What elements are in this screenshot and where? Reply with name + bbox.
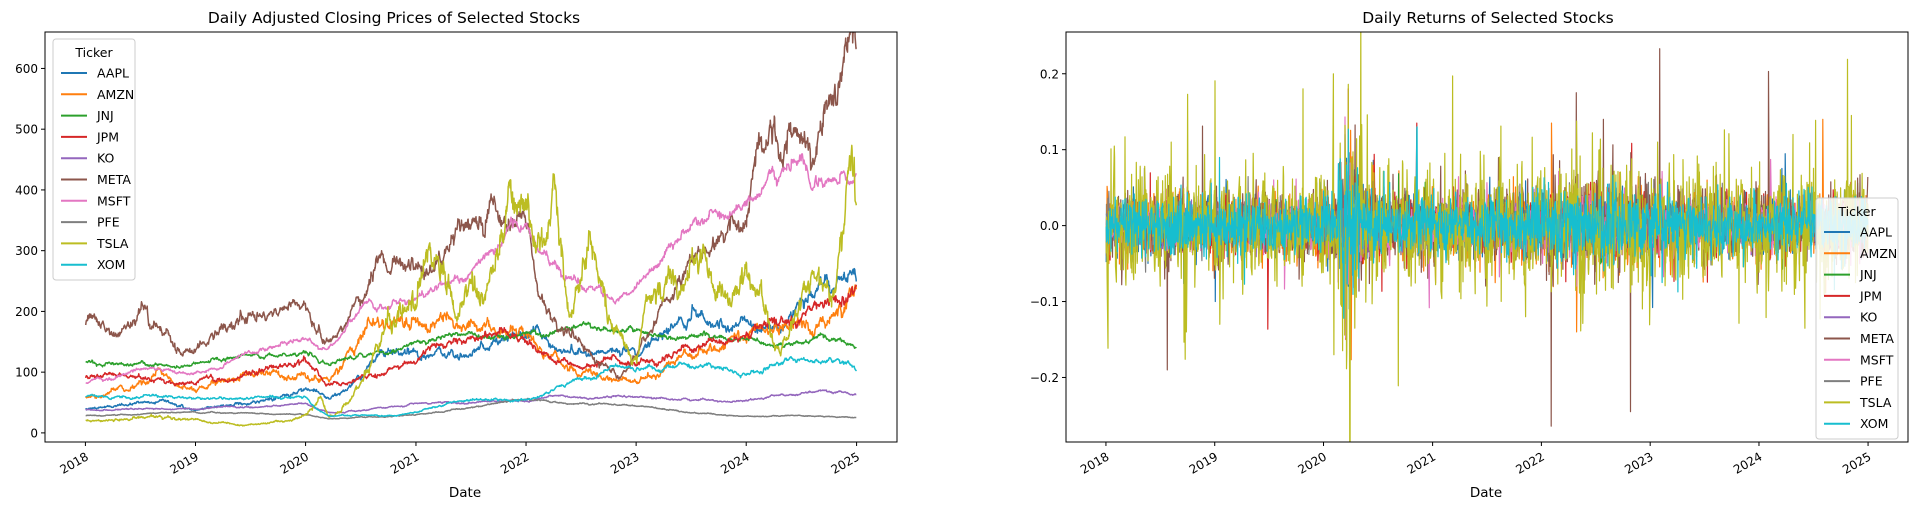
legend-label-ko: KO (1860, 310, 1878, 325)
legend-label-amzn: AMZN (1860, 246, 1897, 261)
legend-label-pfe: PFE (1860, 374, 1883, 389)
legend-title: Ticker (1837, 204, 1876, 219)
returns-series-group (1105, 32, 1869, 442)
legend-label-meta: META (97, 172, 131, 187)
legend-label-jnj: JNJ (1859, 267, 1877, 282)
legend-label-meta: META (1860, 331, 1894, 346)
x-tick-label: 2022 (498, 449, 531, 476)
y-tick-label: 500 (15, 123, 38, 137)
price-series-group (84, 32, 858, 427)
legend-label-ko: KO (97, 151, 115, 166)
price-line-ko (85, 389, 857, 414)
y-tick-label: −0.2 (1030, 371, 1059, 385)
legend-label-jpm: JPM (1859, 288, 1882, 303)
price-line-xom (85, 356, 857, 418)
legend-label-aapl: AAPL (1860, 225, 1892, 240)
plot-frame (44, 31, 898, 443)
x-tick-label: 2020 (1296, 449, 1329, 476)
x-tick-label: 2025 (829, 449, 862, 476)
legend-label-tsla: TSLA (96, 236, 129, 251)
x-tick-label: 2022 (1513, 449, 1546, 476)
y-tick-label: 100 (15, 366, 38, 380)
returns-chart-xlabel: Date (1470, 485, 1502, 501)
legend-label-tsla: TSLA (1859, 395, 1892, 410)
price-line-pfe (85, 397, 857, 420)
legend-label-aapl: AAPL (97, 66, 129, 81)
plot-frame (1065, 31, 1909, 443)
y-tick-label: 0.2 (1040, 67, 1059, 81)
x-tick-label: 2019 (168, 449, 201, 476)
legend-label-pfe: PFE (97, 215, 120, 230)
y-tick-label: 200 (15, 305, 38, 319)
returns-chart-title: Daily Returns of Selected Stocks (1362, 9, 1614, 27)
returns-chart-panel: Daily Returns of Selected Stocks Date 20… (1030, 9, 1909, 501)
legend-box (1815, 197, 1899, 440)
y-tick-label: 600 (15, 62, 38, 76)
x-tick-label: 2021 (388, 449, 421, 476)
legend-label-xom: XOM (1860, 416, 1888, 431)
x-tick-label: 2018 (1078, 449, 1111, 476)
y-tick-label: 300 (15, 244, 38, 258)
legend-label-msft: MSFT (97, 193, 131, 208)
y-tick-label: 0.1 (1040, 143, 1059, 157)
price-line-meta (84, 32, 858, 380)
x-tick-label: 2019 (1187, 449, 1220, 476)
price-line-tsla (85, 144, 858, 427)
legend-label-xom: XOM (97, 257, 125, 272)
price-line-jnj (85, 321, 857, 369)
legend-label-jpm: JPM (96, 129, 119, 144)
y-tick-label: −0.1 (1030, 295, 1059, 309)
price-line-amzn (84, 284, 858, 399)
price-chart-title: Daily Adjusted Closing Prices of Selecte… (208, 9, 580, 27)
x-tick-label: 2024 (1731, 449, 1764, 476)
price-chart-xlabel: Date (449, 485, 481, 501)
x-tick-label: 2023 (608, 449, 641, 476)
y-tick-label: 0.0 (1040, 219, 1059, 233)
x-tick-label: 2020 (278, 449, 311, 476)
x-tick-label: 2018 (57, 449, 90, 476)
x-tick-label: 2021 (1405, 449, 1438, 476)
y-tick-label: 400 (15, 183, 38, 197)
x-tick-label: 2025 (1840, 449, 1873, 476)
legend-label-msft: MSFT (1860, 352, 1894, 367)
x-tick-label: 2024 (718, 449, 751, 476)
y-tick-label: 0 (30, 426, 38, 440)
legend-box (52, 38, 136, 281)
price-line-msft (85, 153, 857, 385)
price-line-jpm (84, 284, 858, 387)
legend-label-jnj: JNJ (96, 108, 114, 123)
legend-title: Ticker (74, 45, 113, 60)
returns-line-tsla (1105, 32, 1869, 442)
returns-line-xom (1105, 126, 1869, 319)
price-chart-panel: Daily Adjusted Closing Prices of Selecte… (15, 9, 898, 501)
x-tick-label: 2023 (1622, 449, 1655, 476)
legend-label-amzn: AMZN (97, 87, 134, 102)
